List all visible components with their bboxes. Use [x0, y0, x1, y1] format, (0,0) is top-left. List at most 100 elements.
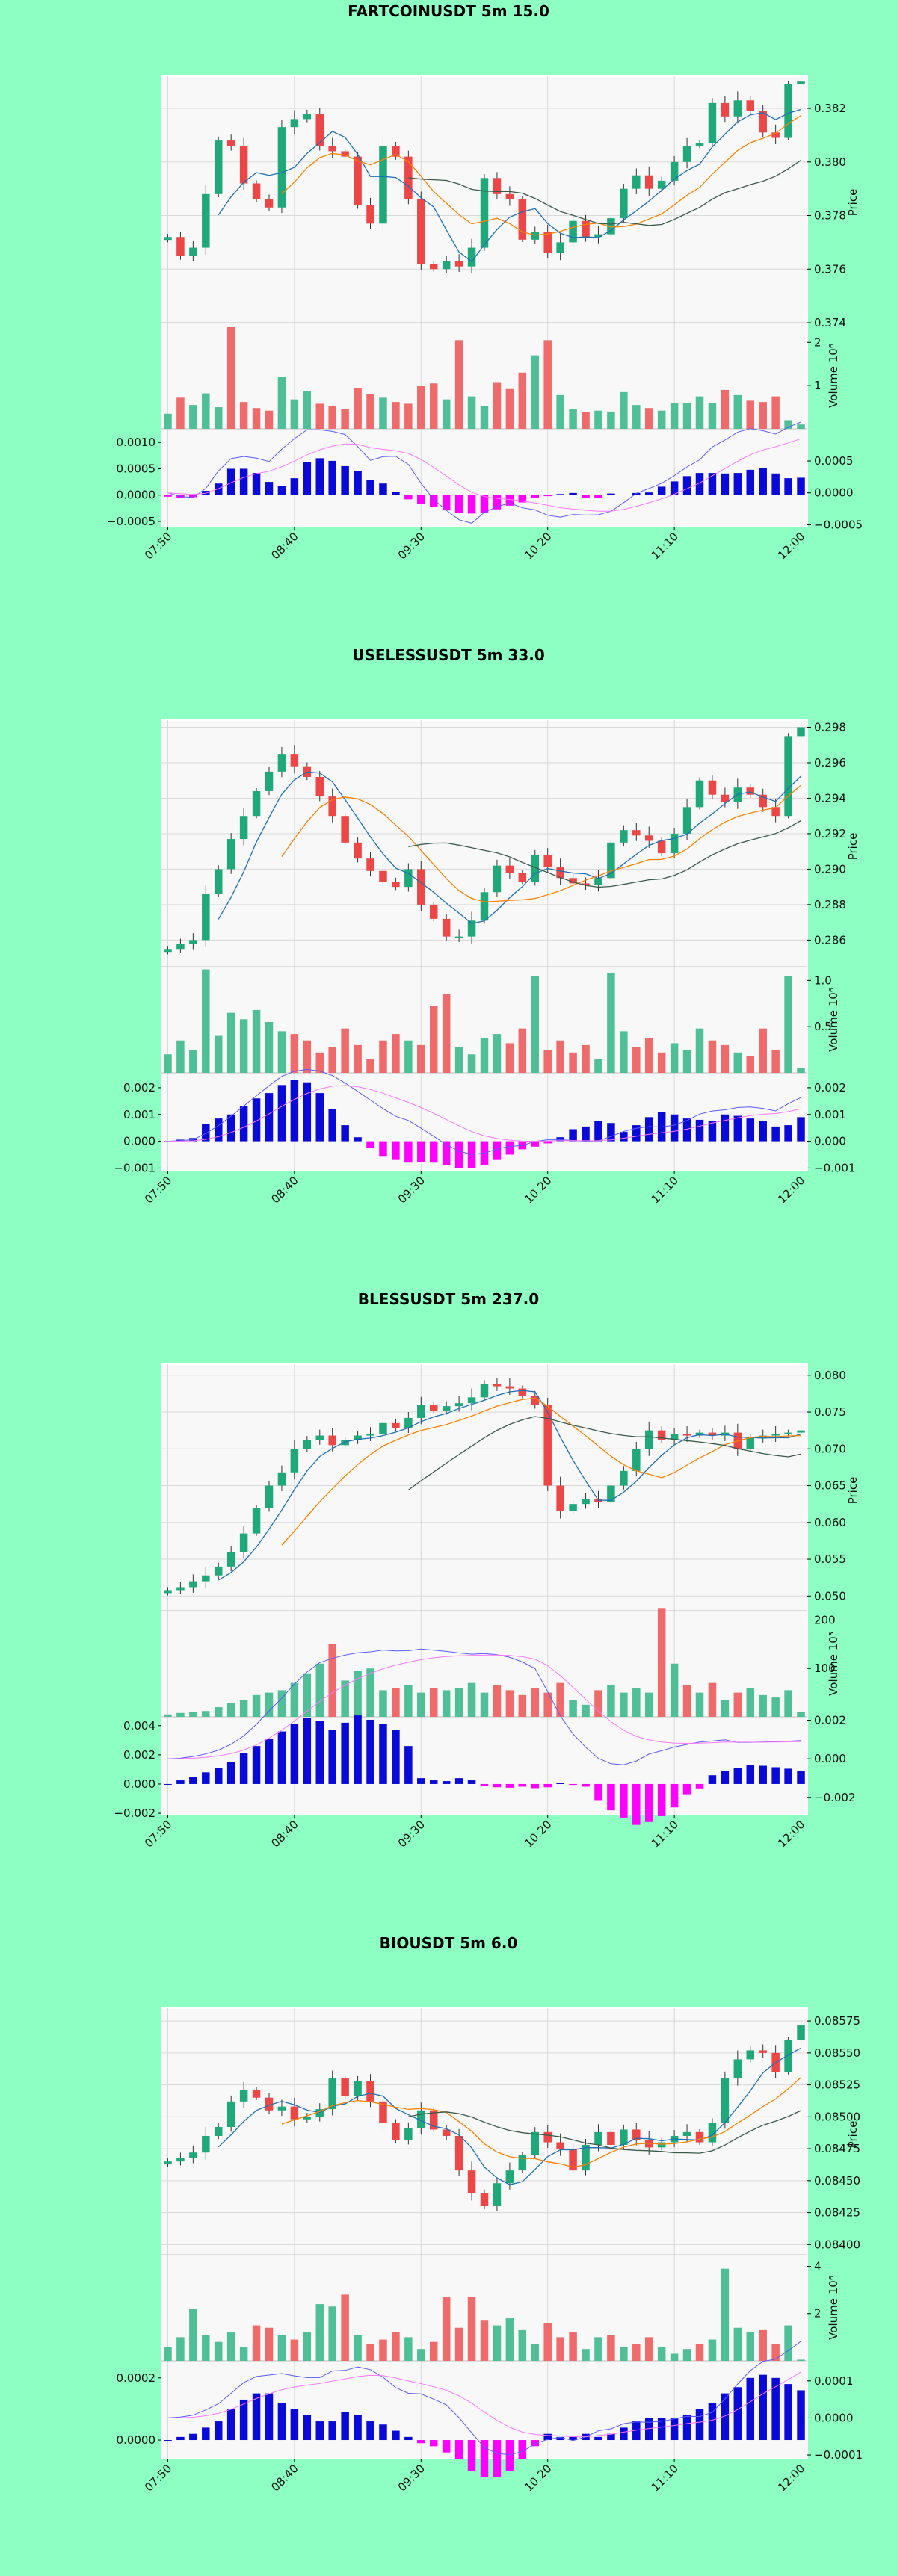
candle-body [454, 1403, 463, 1407]
candle [202, 885, 210, 947]
macd-histogram-bar [277, 486, 286, 495]
candle [670, 1428, 679, 1445]
macd-histogram-bar [784, 1125, 792, 1142]
candle-body [467, 2170, 476, 2193]
macd-left-tick-label: 0.0002 [117, 2371, 156, 2385]
macd-histogram-bar [454, 1141, 463, 1168]
candle [189, 241, 197, 261]
volume-bar [644, 1038, 653, 1073]
moving-average-line-mid [281, 115, 801, 236]
candle [797, 722, 805, 740]
macd-histogram-bar [771, 473, 780, 495]
chart-title: BLESSUSDT 5m 237.0 [358, 1290, 539, 1308]
macd-histogram-bar [582, 495, 590, 498]
volume-tick-label: 0.5 [814, 1020, 832, 1033]
macd-histogram-bar [644, 2418, 653, 2441]
candle-body [341, 151, 349, 157]
x-tick-label: 12:00 [775, 530, 807, 562]
volume-bar [328, 1047, 336, 1073]
macd-right-tick-label: −0.0001 [814, 2448, 863, 2462]
volume-bar [328, 1644, 336, 1717]
macd-histogram-bar [582, 1783, 590, 1787]
macd-histogram-bar [708, 473, 717, 495]
candle-body [733, 100, 742, 117]
macd-histogram-bar [797, 1117, 805, 1142]
volume-bar [531, 355, 540, 429]
macd-right-tick-label: 0.0001 [814, 2374, 854, 2388]
candle [543, 224, 552, 259]
volume-bar [354, 388, 362, 429]
candle-body [277, 127, 286, 208]
candle-body [290, 754, 299, 767]
candle [594, 226, 602, 244]
candle-body [797, 2025, 805, 2040]
price-axis-label: Price [846, 189, 860, 217]
volume-bar [226, 327, 235, 429]
volume-tick-label: 4 [814, 2259, 822, 2273]
x-tick-label: 08:40 [268, 1818, 300, 1850]
volume-bar [632, 405, 641, 429]
volume-bar [189, 1050, 197, 1073]
candle [607, 215, 615, 237]
volume-bar [569, 1052, 577, 1073]
macd-left-tick-label: 0.0005 [117, 462, 156, 475]
candle [556, 1476, 564, 1519]
candle-body [708, 2123, 717, 2143]
volume-bar [721, 1700, 730, 1717]
volume-bar [644, 2337, 653, 2361]
macd-histogram-bar [695, 1119, 704, 1142]
candle-body [543, 2131, 552, 2143]
candle [657, 1426, 666, 1443]
volume-bar [442, 1690, 451, 1717]
macd-histogram-bar [493, 2440, 502, 2477]
candle-body [277, 754, 286, 772]
candle-body [531, 1396, 540, 1405]
candle [252, 180, 261, 202]
macd-histogram-bar [189, 1777, 197, 1784]
macd-histogram-bar [733, 1115, 742, 1142]
macd-histogram-bar [620, 2427, 628, 2441]
macd-histogram-bar [202, 1772, 210, 1784]
candle [214, 865, 223, 897]
candle-body [392, 146, 400, 157]
volume-bar [721, 389, 730, 429]
volume-bar [493, 1034, 502, 1073]
candle-body [518, 1388, 527, 1396]
volume-bar [429, 2341, 438, 2361]
macd-histogram-bar [657, 2418, 666, 2441]
macd-left-tick-label: 0.004 [123, 1719, 155, 1733]
candle-body [620, 830, 628, 843]
candle-body [354, 842, 362, 859]
candle-body [252, 790, 261, 817]
volume-bar [784, 976, 792, 1073]
candle-body [354, 2081, 362, 2096]
candle-body [607, 2131, 615, 2145]
candle [518, 1385, 527, 1399]
price-tick-label: 0.08450 [814, 2174, 860, 2188]
candle-body [607, 1485, 615, 1502]
candle-body [290, 1449, 299, 1473]
moving-average-line-slow [408, 159, 801, 226]
candle [277, 2099, 286, 2117]
candle-body [366, 205, 374, 224]
signal-line [167, 2371, 801, 2438]
macd-histogram-bar [290, 2409, 299, 2441]
volume-bar [392, 1688, 400, 1717]
candle-body [708, 780, 717, 795]
macd-histogram-bar [239, 2399, 248, 2441]
volume-bar [214, 407, 223, 429]
volume-bar [493, 382, 502, 429]
candle-body [480, 2193, 489, 2207]
signal-line [167, 1085, 801, 1142]
candle-body [797, 727, 805, 737]
volume-bar [657, 2347, 666, 2361]
macd-histogram-bar [454, 2440, 463, 2459]
candle [303, 2113, 312, 2123]
candle [226, 833, 235, 874]
macd-histogram-bar [746, 469, 755, 495]
volume-bar [467, 2297, 476, 2361]
candle [341, 813, 349, 845]
volume-bar [518, 2329, 527, 2361]
candle-body [429, 904, 438, 919]
volume-bar [607, 411, 615, 429]
